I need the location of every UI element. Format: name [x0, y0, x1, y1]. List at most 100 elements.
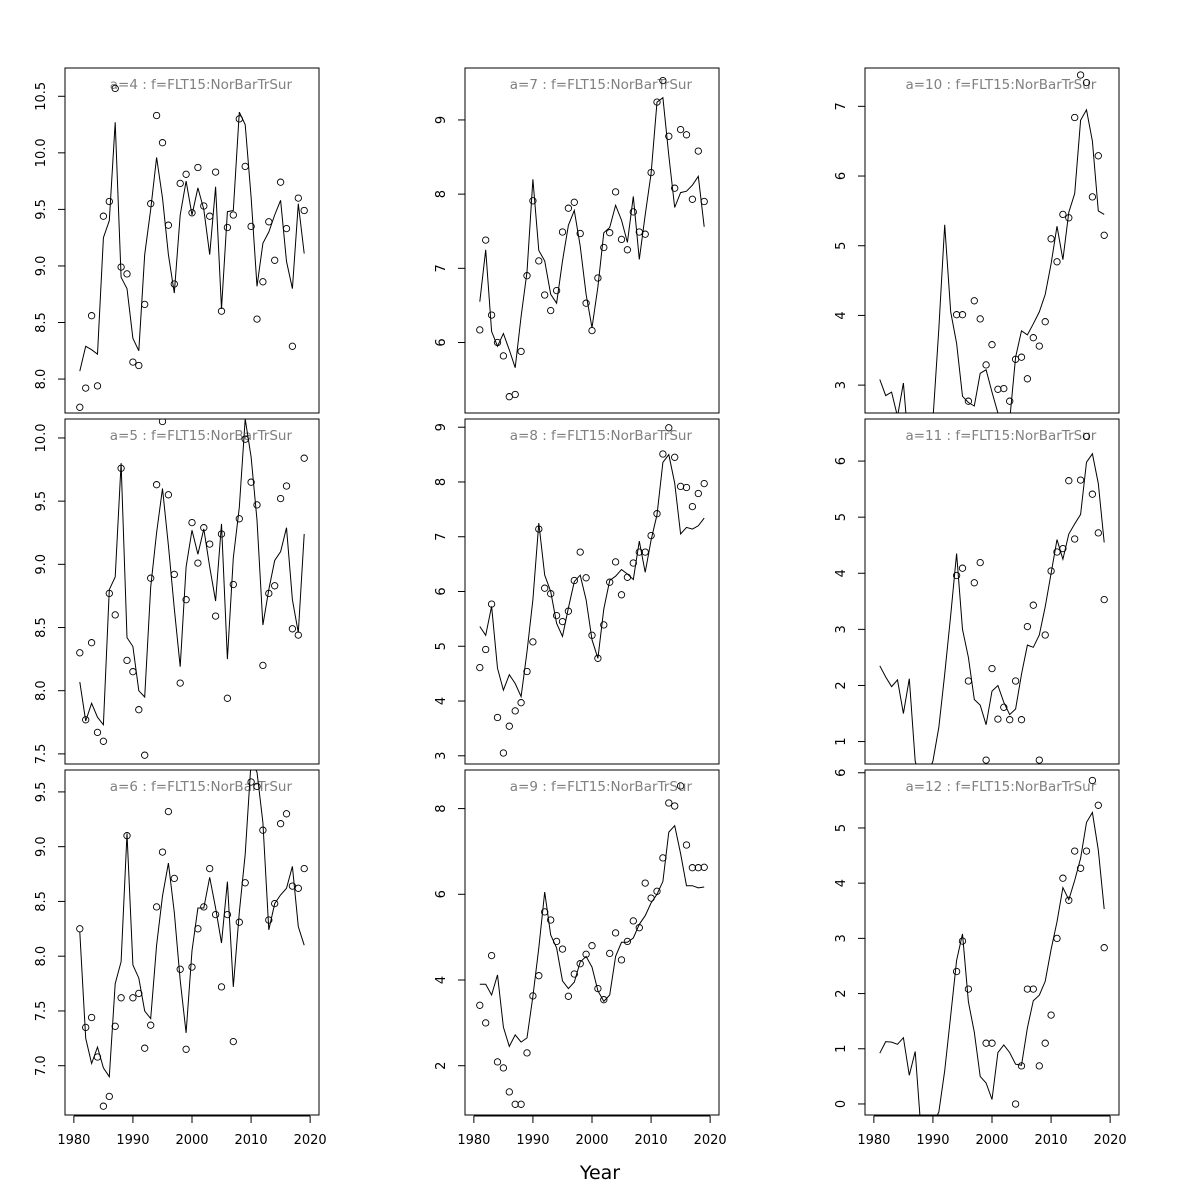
- data-point: [617, 235, 626, 244]
- data-point: [1041, 1039, 1049, 1047]
- data-point: [1076, 476, 1085, 484]
- data-point: [499, 352, 508, 360]
- data-point: [517, 1100, 525, 1108]
- data-point: [982, 1039, 990, 1047]
- x-tick-label: 2000: [975, 1133, 1008, 1148]
- data-point: [194, 559, 202, 567]
- data-point: [164, 221, 173, 229]
- panel-frame: [864, 418, 1120, 765]
- data-point: [247, 478, 255, 486]
- data-point: [552, 611, 561, 620]
- panel-frame: [64, 769, 320, 1116]
- data-point: [1094, 152, 1102, 160]
- data-point: [211, 910, 220, 919]
- data-point: [223, 223, 232, 232]
- data-point: [1023, 985, 1032, 993]
- data-point: [676, 782, 685, 790]
- panel-title: a=9 : f=FLT15:NorBarTrSur: [510, 779, 693, 795]
- data-point: [964, 397, 973, 405]
- x-tick-label: 2010: [635, 1133, 668, 1148]
- data-point: [682, 131, 691, 139]
- data-point: [476, 663, 484, 672]
- panel-grid: a=4 : f=FLT15:NorBarTrSur 8.0 8.5 9.0 9.5 10.…: [34, 67, 1120, 1116]
- series-line: [479, 453, 705, 699]
- y-tick-label: 5: [434, 642, 449, 650]
- panel-frame: [64, 67, 320, 414]
- data-point: [141, 1044, 149, 1052]
- data-point: [641, 879, 649, 887]
- x-tick-label: 2020: [694, 1133, 727, 1148]
- data-point: [259, 661, 267, 670]
- y-tick-label: 9: [434, 116, 449, 124]
- data-point: [517, 699, 525, 707]
- data-point: [617, 591, 626, 599]
- data-point: [994, 385, 1002, 393]
- data-point: [541, 291, 549, 299]
- x-axis-2: 1980 1990 2000 2010 2020: [457, 1115, 727, 1148]
- data-point: [1006, 397, 1014, 405]
- data-point: [87, 639, 96, 647]
- plot-area: [476, 782, 708, 1108]
- panel-title: a=8 : f=FLT15:NorBarTrSur: [510, 428, 693, 444]
- data-point: [964, 985, 973, 993]
- data-point: [82, 716, 90, 724]
- data-point: [1023, 622, 1032, 631]
- y-tick-label: 3: [834, 625, 849, 633]
- y-tick-label: 8.5: [34, 891, 49, 912]
- data-point: [665, 799, 673, 807]
- y-tick-label: 5: [834, 242, 849, 250]
- data-point: [188, 209, 196, 217]
- data-point: [217, 307, 226, 315]
- data-point: [588, 326, 596, 335]
- plot-area: [76, 419, 308, 759]
- data-point: [564, 204, 573, 212]
- data-point: [558, 228, 567, 236]
- data-point: [558, 945, 567, 953]
- data-point: [1059, 210, 1067, 219]
- data-point: [1000, 703, 1008, 711]
- y-tick-label: 1: [834, 1045, 849, 1053]
- data-point: [1100, 944, 1108, 952]
- data-point: [676, 482, 685, 491]
- panel-title: a=7 : f=FLT15:NorBarTrSur: [510, 77, 693, 93]
- data-point: [641, 230, 649, 238]
- y-tick-label: 1: [834, 737, 849, 745]
- data-point: [99, 737, 108, 745]
- data-point: [576, 960, 584, 968]
- data-point: [206, 212, 214, 220]
- plot-area: [76, 84, 308, 411]
- data-point: [152, 903, 161, 911]
- data-point: [952, 967, 961, 976]
- data-point: [682, 841, 691, 849]
- panel-title: a=12 : f=FLT15:NorBarTrSur: [905, 779, 1096, 795]
- data-point: [211, 612, 220, 620]
- data-point: [517, 347, 525, 356]
- y-tick-label: 8.0: [34, 946, 49, 967]
- data-point: [1023, 375, 1032, 383]
- data-point: [671, 802, 679, 810]
- data-point: [300, 454, 308, 462]
- data-point: [135, 361, 143, 370]
- data-point: [1035, 1062, 1043, 1070]
- data-point: [141, 751, 149, 759]
- data-point: [970, 579, 978, 587]
- data-point: [1076, 71, 1085, 79]
- data-point: [87, 1013, 96, 1022]
- data-point: [1094, 801, 1102, 809]
- data-point: [476, 326, 484, 334]
- data-point: [1088, 776, 1097, 785]
- data-point: [671, 184, 679, 192]
- panel-3: a=10 : f=FLT15:NorBarTrSur 3 4 5 6 7: [834, 67, 1120, 414]
- data-point: [1000, 384, 1008, 393]
- y-tick-label: 6: [834, 769, 849, 777]
- data-point: [105, 197, 113, 206]
- y-tick-label: 0: [834, 1100, 849, 1108]
- data-point: [141, 300, 149, 309]
- data-point: [1071, 113, 1079, 122]
- data-point: [294, 194, 302, 202]
- y-tick-label: 10.5: [34, 82, 49, 111]
- data-point: [93, 382, 102, 390]
- series-line: [479, 824, 705, 1048]
- y-tick-label: 3: [434, 752, 449, 760]
- y-tick-label: 10.0: [34, 423, 49, 452]
